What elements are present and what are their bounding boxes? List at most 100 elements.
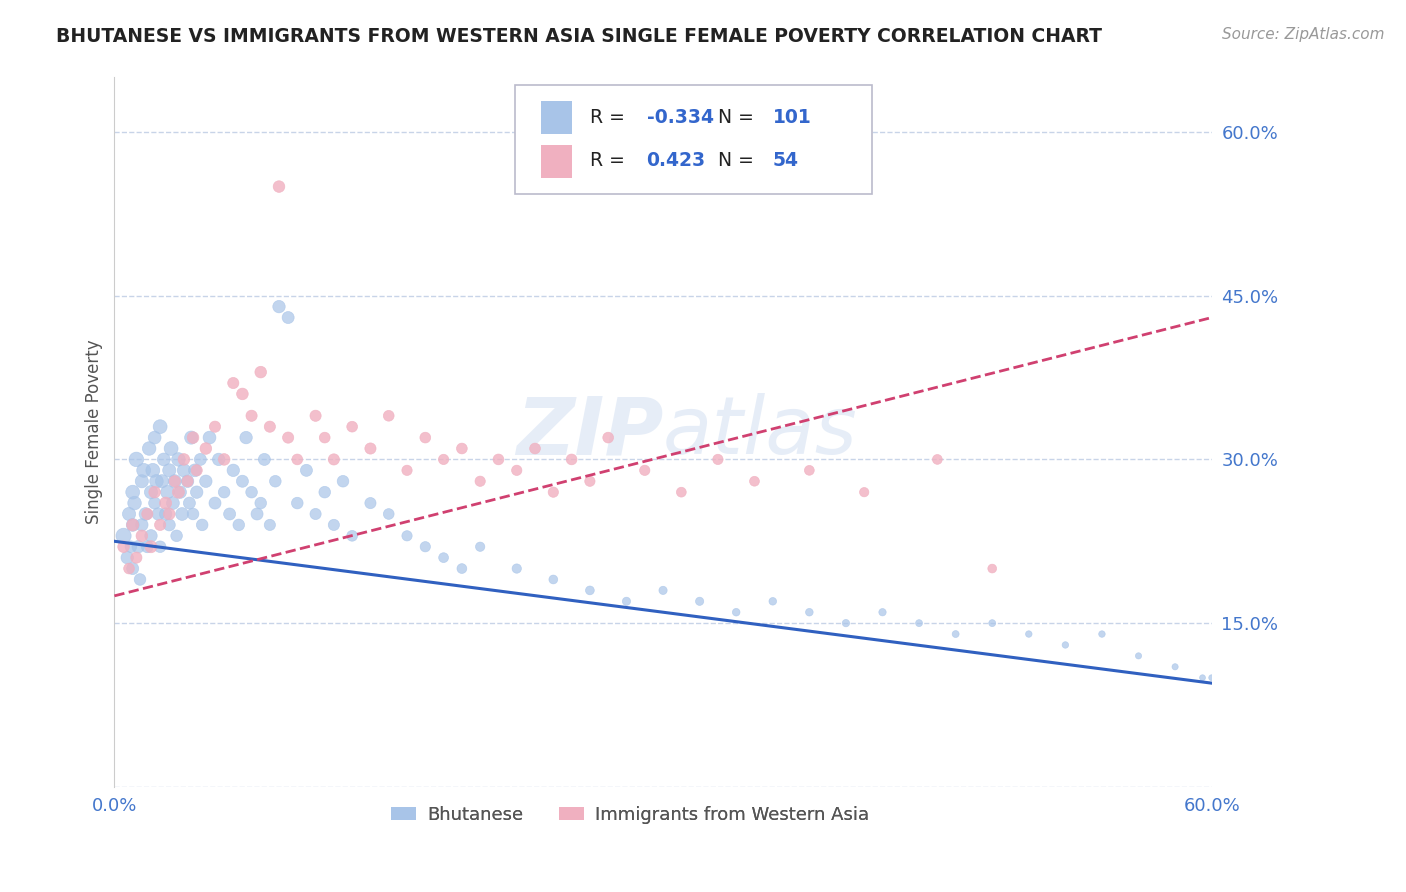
Point xyxy=(945,627,967,641)
Point xyxy=(689,594,711,608)
Point xyxy=(136,540,159,554)
Point xyxy=(208,452,231,467)
Point xyxy=(1164,660,1187,674)
Point xyxy=(413,431,436,445)
Point xyxy=(314,485,336,500)
Point xyxy=(981,616,1004,631)
Point xyxy=(121,517,143,532)
Point xyxy=(451,561,474,575)
Text: 101: 101 xyxy=(773,108,811,127)
Point xyxy=(264,475,287,489)
Point xyxy=(124,496,146,510)
Point xyxy=(186,463,208,477)
Point xyxy=(432,452,454,467)
Y-axis label: Single Female Poverty: Single Female Poverty xyxy=(86,340,103,524)
Point xyxy=(1091,627,1114,641)
Point xyxy=(190,452,212,467)
Point xyxy=(314,431,336,445)
Point xyxy=(927,452,949,467)
Point xyxy=(267,300,290,314)
Text: 0.423: 0.423 xyxy=(647,151,706,170)
Point xyxy=(1018,627,1040,641)
Point xyxy=(762,594,785,608)
Point xyxy=(170,507,193,521)
Point xyxy=(149,540,172,554)
Point xyxy=(231,387,253,401)
Point xyxy=(125,550,148,565)
Point xyxy=(1191,671,1213,685)
Point xyxy=(246,507,269,521)
Point xyxy=(115,550,138,565)
Point xyxy=(121,517,143,532)
Point xyxy=(125,452,148,467)
Point xyxy=(377,507,399,521)
Point xyxy=(561,452,583,467)
Point xyxy=(744,475,766,489)
Point xyxy=(451,442,474,456)
Point xyxy=(707,452,730,467)
Point xyxy=(139,485,162,500)
Point xyxy=(166,529,188,543)
Text: R =: R = xyxy=(589,108,630,127)
Text: ZIP: ZIP xyxy=(516,393,664,471)
Point xyxy=(152,452,174,467)
Point xyxy=(179,496,201,510)
Point xyxy=(163,475,186,489)
Point xyxy=(204,496,226,510)
Point xyxy=(981,561,1004,575)
Point xyxy=(149,517,172,532)
Text: atlas: atlas xyxy=(664,393,858,471)
Point xyxy=(121,561,143,575)
Point xyxy=(157,517,180,532)
Point xyxy=(167,452,190,467)
Point xyxy=(488,452,510,467)
Point xyxy=(176,475,198,489)
Point xyxy=(340,529,363,543)
Point xyxy=(169,485,191,500)
Point xyxy=(267,179,290,194)
Point xyxy=(194,475,217,489)
Point xyxy=(155,507,177,521)
Text: BHUTANESE VS IMMIGRANTS FROM WESTERN ASIA SINGLE FEMALE POVERTY CORRELATION CHAR: BHUTANESE VS IMMIGRANTS FROM WESTERN ASI… xyxy=(56,27,1102,45)
Point xyxy=(1201,671,1223,685)
Point xyxy=(173,452,195,467)
Point xyxy=(145,475,167,489)
Point xyxy=(249,365,271,379)
Point xyxy=(120,540,142,554)
Point xyxy=(150,475,173,489)
Point xyxy=(725,605,748,619)
Point xyxy=(131,529,153,543)
Point xyxy=(136,507,159,521)
Point xyxy=(132,463,155,477)
Point xyxy=(579,475,602,489)
Point xyxy=(616,594,638,608)
Point xyxy=(222,376,245,390)
Point xyxy=(118,561,141,575)
Point xyxy=(240,485,263,500)
Text: Source: ZipAtlas.com: Source: ZipAtlas.com xyxy=(1222,27,1385,42)
Point xyxy=(157,507,180,521)
Point xyxy=(235,431,257,445)
Point xyxy=(155,496,177,510)
Point xyxy=(167,485,190,500)
Point xyxy=(524,442,547,456)
Point xyxy=(112,529,135,543)
FancyBboxPatch shape xyxy=(541,101,572,134)
Point xyxy=(121,485,143,500)
Point xyxy=(872,605,894,619)
Point xyxy=(212,485,235,500)
Point xyxy=(129,573,152,587)
Point xyxy=(908,616,931,631)
Point xyxy=(118,507,141,521)
Point xyxy=(395,529,418,543)
Point xyxy=(304,409,326,423)
Point xyxy=(332,475,354,489)
Point xyxy=(191,517,214,532)
Point xyxy=(853,485,876,500)
Point xyxy=(186,485,208,500)
FancyBboxPatch shape xyxy=(515,85,872,194)
Point xyxy=(652,583,675,598)
Point xyxy=(231,475,253,489)
Point xyxy=(143,485,166,500)
Point xyxy=(285,452,308,467)
